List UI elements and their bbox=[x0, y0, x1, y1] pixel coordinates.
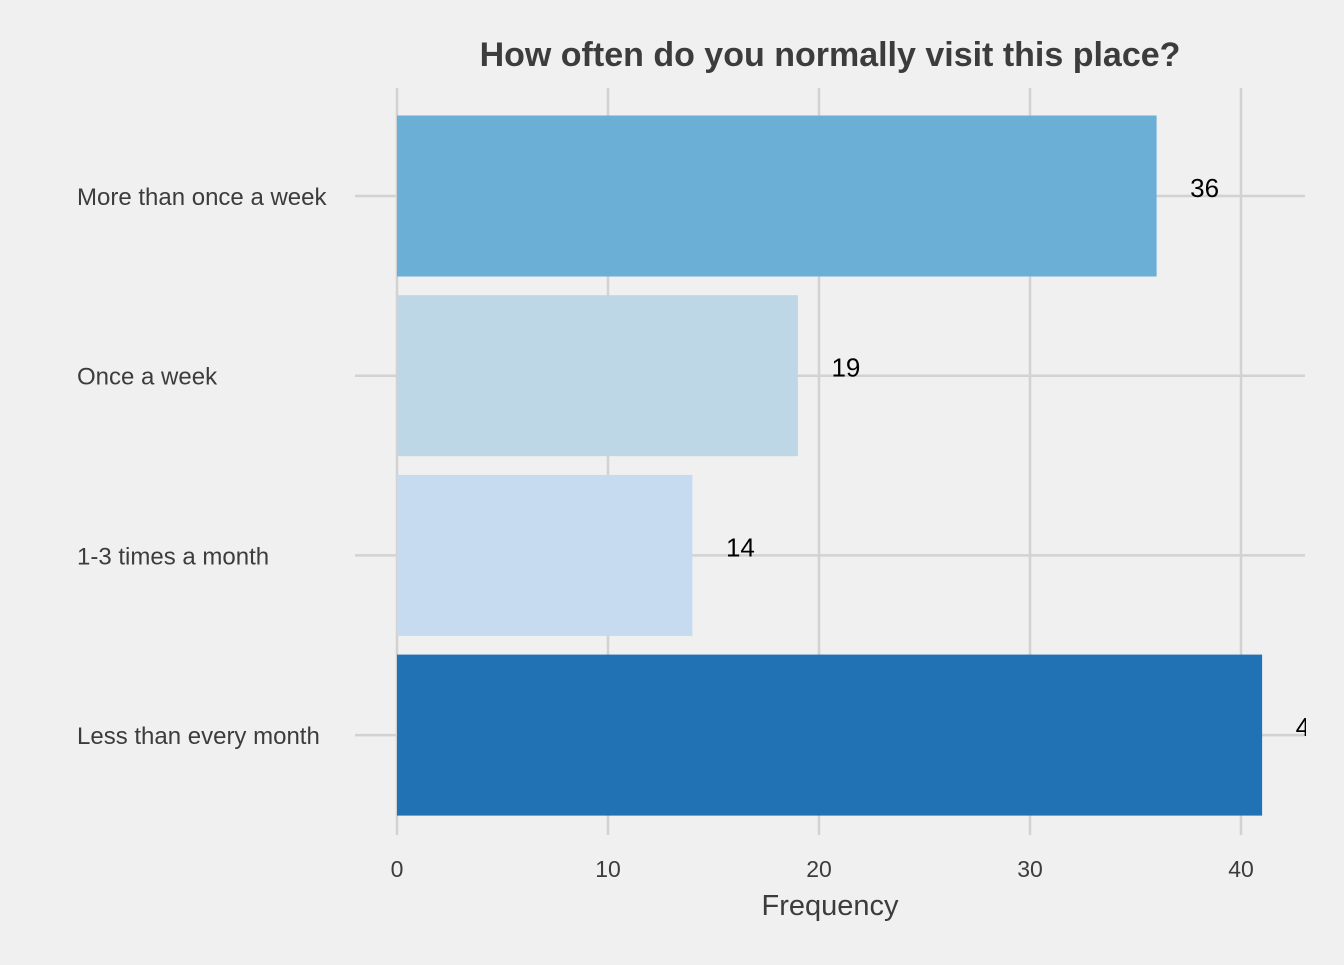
x-tick-label: 10 bbox=[595, 856, 621, 882]
bar bbox=[397, 474, 693, 636]
y-tick-label: More than once a week bbox=[77, 184, 327, 211]
data-label: 14 bbox=[726, 532, 755, 562]
data-label: 41 bbox=[1296, 712, 1325, 742]
bar bbox=[397, 654, 1263, 816]
x-axis-label: Frequency bbox=[761, 890, 899, 922]
bar bbox=[397, 115, 1157, 277]
x-tick-label: 40 bbox=[1228, 856, 1254, 882]
chart-title: How often do you normally visit this pla… bbox=[480, 36, 1181, 74]
x-tick-label: 0 bbox=[391, 856, 404, 882]
y-tick-label: 1-3 times a month bbox=[77, 543, 269, 570]
x-tick-label: 30 bbox=[1017, 856, 1043, 882]
y-tick-label: Less than every month bbox=[77, 723, 320, 750]
bar bbox=[397, 295, 798, 457]
data-label: 36 bbox=[1190, 173, 1219, 203]
y-tick-label: Once a week bbox=[77, 364, 218, 391]
data-label: 19 bbox=[831, 353, 860, 383]
x-tick-label: 20 bbox=[806, 856, 832, 882]
